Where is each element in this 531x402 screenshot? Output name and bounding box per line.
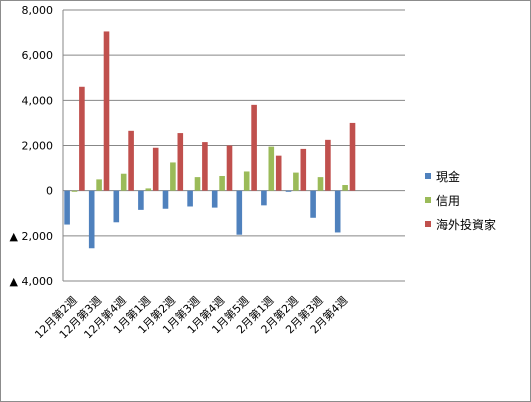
bar-信用-2月第4週 [342, 185, 348, 191]
legend-label: 信用 [436, 194, 460, 208]
bar-海外投資家-1月第2週 [177, 133, 184, 191]
bar-現金-1月第1週 [138, 190, 144, 210]
bar-海外投資家-2月第2週 [300, 148, 307, 191]
bar-海外投資家-12月第2週 [79, 86, 85, 191]
y-tick-label: 4,000 [22, 94, 54, 107]
bar-現金-1月第3週 [187, 190, 193, 207]
bar-現金-12月第3週 [88, 190, 95, 249]
bar-現金-2月第2週 [285, 190, 292, 192]
y-tick-label: 8,000 [22, 4, 54, 17]
bar-海外投資家-1月第4週 [226, 145, 233, 191]
bar-信用-1月第3週 [194, 177, 201, 191]
bar-信用-1月第5週 [243, 171, 250, 191]
legend-swatch [425, 197, 431, 203]
y-tick-label: 6,000 [22, 49, 54, 62]
bar-信用-2月第1週 [268, 146, 275, 191]
bar-現金-12月第4週 [113, 190, 120, 223]
bar-現金-12月第2週 [64, 190, 70, 225]
bar-信用-2月第2週 [293, 172, 299, 191]
bar-信用-12月第3週 [96, 179, 102, 191]
bar-現金-1月第5週 [236, 190, 243, 235]
bar-海外投資家-2月第4週 [349, 122, 356, 191]
bar-現金-1月第2週 [162, 190, 169, 209]
y-tick-label: ▲ 4,000 [10, 275, 53, 288]
bar-海外投資家-12月第4週 [128, 130, 134, 191]
legend-label: 海外投資家 [436, 217, 496, 232]
bar-信用-1月第2週 [170, 162, 176, 191]
y-tick-label: 2,000 [22, 140, 54, 153]
bar-layer [64, 31, 356, 249]
bar-海外投資家-1月第1週 [152, 147, 159, 191]
legend-label: 現金 [436, 169, 460, 184]
legend-swatch [425, 221, 431, 227]
y-tick-label: ▲ 2,000 [10, 230, 53, 243]
bar-信用-1月第1週 [145, 188, 152, 191]
bar-信用-2月第3週 [317, 177, 324, 191]
bar-現金-2月第4週 [334, 190, 341, 233]
bar-現金-2月第1週 [261, 190, 267, 206]
bar-信用-12月第2週 [71, 190, 78, 192]
bar-信用-1月第4週 [219, 175, 225, 191]
bar-現金-1月第4週 [211, 190, 218, 208]
bar-海外投資家-12月第3週 [103, 31, 110, 191]
grid-layer [63, 9, 405, 282]
y-tick-label: 0 [46, 185, 53, 198]
bar-海外投資家-1月第5週 [251, 104, 257, 191]
bar-海外投資家-1月第3週 [202, 142, 208, 191]
bar-海外投資家-2月第1週 [275, 155, 282, 191]
bar-海外投資家-2月第3週 [325, 139, 331, 191]
legend-swatch [425, 173, 431, 179]
bar-信用-12月第4週 [120, 173, 127, 191]
bar-現金-2月第3週 [310, 190, 316, 218]
